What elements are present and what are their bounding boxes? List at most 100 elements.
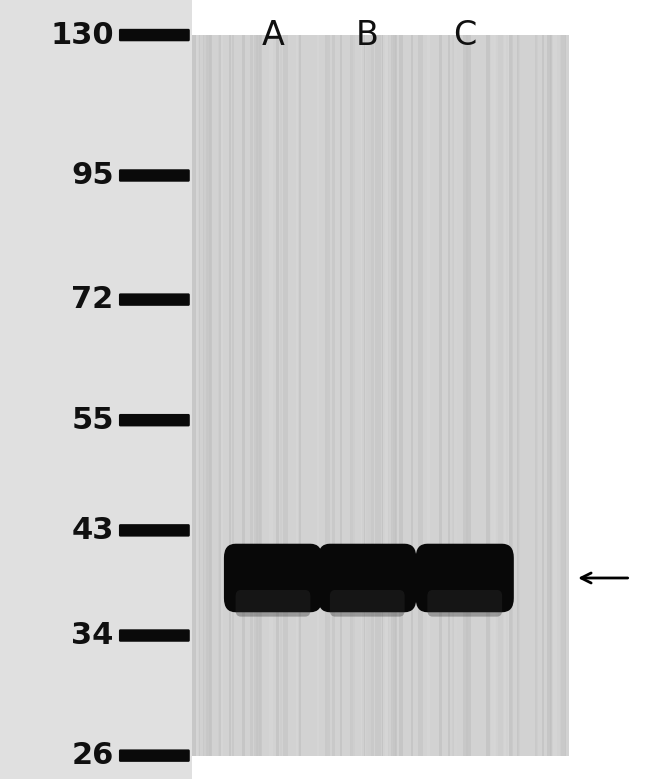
Bar <box>399 35 403 756</box>
Bar <box>535 35 538 756</box>
Bar <box>499 35 503 756</box>
Bar <box>504 35 506 756</box>
Bar <box>205 35 208 756</box>
FancyBboxPatch shape <box>235 590 311 617</box>
Bar <box>418 35 422 756</box>
Bar <box>366 35 370 756</box>
Bar <box>536 35 538 756</box>
Bar <box>367 35 369 756</box>
Bar <box>380 35 383 756</box>
Text: 95: 95 <box>71 161 114 190</box>
Bar <box>232 35 234 756</box>
Bar <box>326 35 330 756</box>
Text: 55: 55 <box>72 406 114 435</box>
Bar <box>560 35 565 756</box>
Text: B: B <box>356 19 379 52</box>
FancyBboxPatch shape <box>318 544 416 612</box>
FancyBboxPatch shape <box>119 169 190 182</box>
Bar <box>192 35 195 756</box>
Bar <box>276 35 279 756</box>
Bar <box>363 35 365 756</box>
FancyBboxPatch shape <box>330 590 404 617</box>
Bar <box>229 35 231 756</box>
FancyBboxPatch shape <box>416 544 514 612</box>
FancyBboxPatch shape <box>119 294 190 306</box>
Text: 72: 72 <box>72 285 114 314</box>
Bar <box>453 35 457 756</box>
Bar <box>196 35 198 756</box>
Bar <box>255 35 261 756</box>
Bar <box>517 35 519 756</box>
Bar <box>199 35 203 756</box>
Bar <box>370 35 374 756</box>
Bar <box>381 35 384 756</box>
Bar <box>220 35 223 756</box>
Bar <box>296 35 299 756</box>
FancyBboxPatch shape <box>119 524 190 537</box>
Text: 34: 34 <box>72 621 114 650</box>
Bar <box>395 35 396 756</box>
Bar <box>389 35 393 756</box>
Bar <box>569 0 650 779</box>
Bar <box>491 35 495 756</box>
Text: 26: 26 <box>72 741 114 770</box>
Bar <box>551 35 553 756</box>
Bar <box>340 35 343 756</box>
Bar <box>509 35 512 756</box>
Bar <box>259 35 262 756</box>
Bar <box>218 35 220 756</box>
FancyBboxPatch shape <box>119 29 190 41</box>
Bar <box>361 35 364 756</box>
Bar <box>547 35 551 756</box>
Bar <box>463 35 468 756</box>
Bar <box>192 35 569 756</box>
Text: 130: 130 <box>50 20 114 50</box>
Bar <box>350 35 353 756</box>
Bar <box>560 35 566 756</box>
Bar <box>454 35 458 756</box>
Bar <box>326 35 330 756</box>
Bar <box>351 35 355 756</box>
Bar <box>280 35 282 756</box>
Bar <box>200 35 203 756</box>
FancyBboxPatch shape <box>119 749 190 762</box>
Bar <box>269 35 272 756</box>
Text: C: C <box>453 19 476 52</box>
Bar <box>509 35 513 756</box>
FancyBboxPatch shape <box>119 414 190 426</box>
Bar <box>463 35 467 756</box>
Bar <box>332 35 335 756</box>
Text: A: A <box>261 19 285 52</box>
Bar <box>250 35 254 756</box>
Bar <box>192 35 196 756</box>
Bar <box>388 35 392 756</box>
Bar <box>393 35 396 756</box>
Bar <box>427 35 430 756</box>
FancyBboxPatch shape <box>428 590 502 617</box>
Bar <box>411 35 413 756</box>
FancyBboxPatch shape <box>119 629 190 642</box>
Bar <box>486 35 491 756</box>
Bar <box>207 35 211 756</box>
Bar <box>508 35 513 756</box>
Bar <box>298 35 302 756</box>
Bar <box>385 35 388 756</box>
Bar <box>254 35 257 756</box>
Bar <box>209 35 213 756</box>
Text: 43: 43 <box>72 516 114 545</box>
Bar <box>0 0 192 779</box>
Bar <box>389 35 391 756</box>
Bar <box>242 35 245 756</box>
Bar <box>439 35 443 756</box>
Bar <box>207 35 209 756</box>
Bar <box>452 35 454 756</box>
Bar <box>257 35 262 756</box>
Bar <box>542 35 543 756</box>
Bar <box>448 35 450 756</box>
Bar <box>493 35 496 756</box>
FancyBboxPatch shape <box>224 544 322 612</box>
Bar <box>371 35 374 756</box>
Bar <box>466 35 471 756</box>
Bar <box>254 35 258 756</box>
Bar <box>381 35 382 756</box>
